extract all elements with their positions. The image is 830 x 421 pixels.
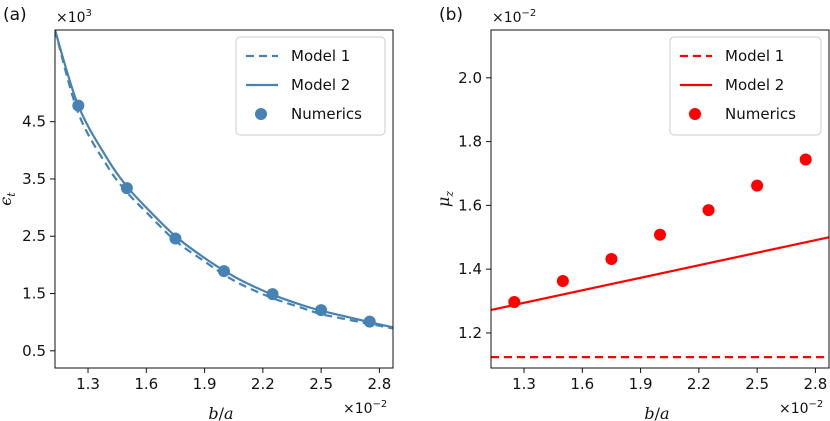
data-point-numerics xyxy=(508,295,521,308)
legend-label: Numerics xyxy=(291,105,362,123)
plot-frame xyxy=(54,29,394,369)
plot-frame xyxy=(490,29,830,369)
x-tick-label: 1.9 xyxy=(193,375,217,393)
legend-label: Model 2 xyxy=(725,76,784,94)
legend: Model 1 Model 2 Numerics xyxy=(669,36,822,136)
y-tick-label: 1.6 xyxy=(458,196,482,214)
y-tick-label: 0.5 xyxy=(22,342,46,360)
legend-box xyxy=(235,36,386,136)
x-tick-label: 1.6 xyxy=(570,375,594,393)
y-tick-label: 1.2 xyxy=(458,324,482,342)
y-tick-label: 1.5 xyxy=(22,285,46,303)
x-tick-label: 1.3 xyxy=(76,375,100,393)
data-point-numerics xyxy=(266,288,279,301)
data-point-numerics xyxy=(556,274,569,287)
x-tick-label: 1.3 xyxy=(512,375,536,393)
legend-label: Model 1 xyxy=(725,47,784,65)
x-tick-label: 2.5 xyxy=(745,375,769,393)
y-tick-label: 1.8 xyxy=(458,133,482,151)
panel-label: (b) xyxy=(439,5,463,25)
legend-label: Model 1 xyxy=(291,47,350,65)
data-point-numerics xyxy=(799,153,812,166)
data-point-numerics xyxy=(169,232,182,245)
x-tick-label: 2.8 xyxy=(367,375,391,393)
series-line-model-1 xyxy=(55,30,393,330)
x-tick-label: 1.9 xyxy=(629,375,653,393)
chart-panel-a: (a) ×103 ×10−2 1.3 1.6 1.9 2.2 2.5 2.8 0.5 1.5 2.5 3… xyxy=(0,5,394,421)
legend-marker-numerics xyxy=(689,108,701,120)
data-point-numerics xyxy=(654,228,666,241)
data-point-numerics xyxy=(120,182,133,195)
x-tick-label: 2.2 xyxy=(251,375,275,393)
y-scale-multiplier: ×103 xyxy=(56,8,92,26)
y-axis-title: ϵt xyxy=(0,192,18,206)
x-tick-label: 2.8 xyxy=(803,375,827,393)
data-point-numerics xyxy=(363,315,376,328)
y-scale-multiplier: ×10−2 xyxy=(492,8,536,26)
x-scale-multiplier: ×10−2 xyxy=(779,399,823,417)
x-tick-label: 2.5 xyxy=(309,375,333,393)
legend: Model 1 Model 2 Numerics xyxy=(235,36,386,136)
data-point-numerics xyxy=(218,265,230,278)
data-point-numerics xyxy=(751,179,764,192)
data-point-numerics xyxy=(605,252,618,265)
x-axis-title: b/a xyxy=(208,404,233,421)
y-tick-label: 3.5 xyxy=(22,170,46,188)
y-tick-label: 2.5 xyxy=(22,227,46,245)
legend-marker-numerics xyxy=(255,108,267,120)
panel-label: (a) xyxy=(3,5,27,25)
plot-area xyxy=(55,30,393,330)
y-tick-label: 2.0 xyxy=(458,69,482,87)
legend-label: Numerics xyxy=(725,105,796,123)
data-point-numerics xyxy=(315,304,328,317)
x-axis-title: b/a xyxy=(644,404,669,421)
y-tick-label: 1.4 xyxy=(458,260,482,278)
data-point-numerics xyxy=(702,204,715,217)
x-tick-label: 2.2 xyxy=(687,375,711,393)
y-axis-title: μz xyxy=(434,191,456,207)
plot-area xyxy=(491,153,829,359)
series-line-model-2 xyxy=(491,236,829,312)
legend-box xyxy=(669,36,822,136)
chart-panel-b: (b) ×10−2 ×10−2 1.3 1.6 1.9 2.2 2.5 2.8 1.2 1.4 1.6… xyxy=(434,5,830,421)
x-scale-multiplier: ×10−2 xyxy=(343,399,387,417)
legend-label: Model 2 xyxy=(291,76,350,94)
data-point-numerics xyxy=(72,99,85,112)
y-tick-label: 4.5 xyxy=(22,113,46,131)
x-tick-label: 1.6 xyxy=(134,375,158,393)
